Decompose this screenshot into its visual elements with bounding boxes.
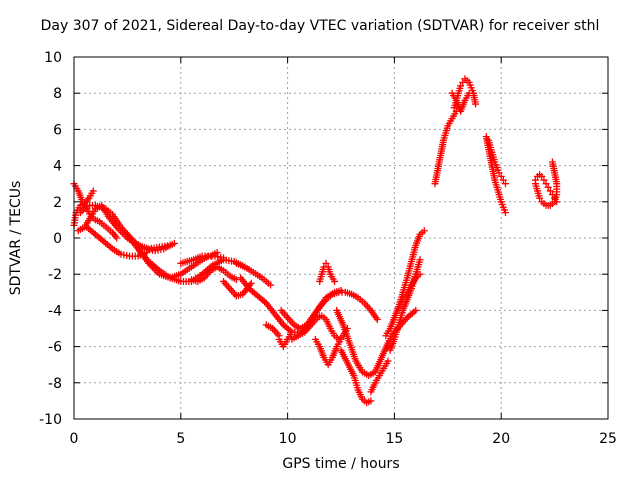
data-point bbox=[465, 89, 473, 97]
series-track-3 bbox=[74, 201, 174, 253]
series-track-11 bbox=[232, 259, 275, 289]
data-point bbox=[322, 259, 330, 267]
series-track-24 bbox=[395, 270, 424, 311]
data-point bbox=[542, 180, 550, 188]
series-track-21 bbox=[367, 357, 392, 396]
series-track-13 bbox=[262, 321, 283, 340]
series-track-23 bbox=[386, 256, 424, 354]
data-point bbox=[553, 198, 561, 206]
x-tick-label: 20 bbox=[492, 431, 510, 447]
data-point bbox=[548, 191, 556, 199]
series-track-9 bbox=[187, 263, 240, 285]
data-point bbox=[551, 194, 559, 202]
x-tick-label: 0 bbox=[70, 431, 79, 447]
data-point bbox=[384, 357, 392, 365]
x-axis-label: GPS time / hours bbox=[282, 456, 400, 472]
series-track-17 bbox=[311, 335, 345, 369]
x-tick-label: 15 bbox=[385, 431, 403, 447]
data-point bbox=[472, 100, 480, 108]
x-tick-label: 5 bbox=[176, 431, 185, 447]
y-tick-label: 10 bbox=[44, 50, 62, 66]
y-tick-label: -4 bbox=[48, 303, 62, 319]
data-point bbox=[420, 227, 428, 235]
series-track-18 bbox=[316, 259, 339, 285]
data-series bbox=[70, 75, 561, 407]
data-point bbox=[412, 306, 420, 314]
x-tick-label: 10 bbox=[279, 431, 297, 447]
data-point bbox=[546, 187, 554, 195]
plot-frame bbox=[73, 56, 609, 420]
data-point bbox=[536, 194, 544, 202]
data-point bbox=[113, 234, 121, 242]
data-point bbox=[213, 248, 221, 256]
y-tick-label: 6 bbox=[53, 122, 62, 138]
series-track-30 bbox=[531, 158, 561, 209]
chart-title: Day 307 of 2021, Sidereal Day-to-day VTE… bbox=[40, 18, 600, 34]
series-track-15 bbox=[277, 288, 381, 332]
data-point bbox=[501, 209, 509, 217]
y-tick-label: -10 bbox=[39, 412, 62, 428]
data-point bbox=[495, 169, 503, 177]
grid-lines bbox=[74, 57, 608, 419]
y-tick-label: 4 bbox=[53, 159, 62, 175]
y-tick-label: -6 bbox=[48, 340, 62, 356]
data-point bbox=[416, 256, 424, 264]
y-tick-label: 2 bbox=[53, 195, 62, 211]
series-track-27 bbox=[448, 89, 473, 115]
series-track-1 bbox=[70, 180, 121, 242]
y-tick-label: -2 bbox=[48, 267, 62, 283]
y-tick-label: 0 bbox=[53, 231, 62, 247]
data-point bbox=[337, 335, 345, 343]
data-point bbox=[544, 183, 552, 191]
series-track-25 bbox=[431, 107, 460, 188]
y-tick-label: 8 bbox=[53, 86, 62, 102]
data-point bbox=[538, 172, 546, 180]
series-track-29 bbox=[484, 136, 509, 188]
data-point bbox=[247, 279, 255, 287]
data-point bbox=[457, 82, 465, 90]
data-point bbox=[89, 187, 97, 195]
data-point bbox=[497, 172, 505, 180]
series-track-31 bbox=[531, 171, 561, 206]
y-tick-label: -8 bbox=[48, 376, 62, 392]
tick-labels: 0 5 10 15 20 25 -10 -8 -6 -4 -2 0 2 4 6 8 10 bbox=[39, 50, 617, 447]
data-point bbox=[501, 180, 509, 188]
data-point bbox=[531, 176, 539, 184]
data-point bbox=[367, 397, 375, 405]
data-point bbox=[373, 315, 381, 323]
x-tick-label: 25 bbox=[599, 431, 617, 447]
data-point bbox=[548, 158, 556, 166]
data-point bbox=[331, 277, 339, 285]
data-point bbox=[170, 239, 178, 247]
data-point bbox=[540, 176, 548, 184]
data-point bbox=[288, 328, 296, 336]
data-point bbox=[499, 176, 507, 184]
series-track-4 bbox=[76, 201, 178, 255]
series-track-20 bbox=[337, 346, 375, 407]
data-point bbox=[459, 78, 467, 86]
data-point bbox=[220, 254, 228, 262]
data-point bbox=[267, 281, 275, 289]
series-track-8 bbox=[177, 248, 221, 267]
data-point bbox=[416, 270, 424, 278]
